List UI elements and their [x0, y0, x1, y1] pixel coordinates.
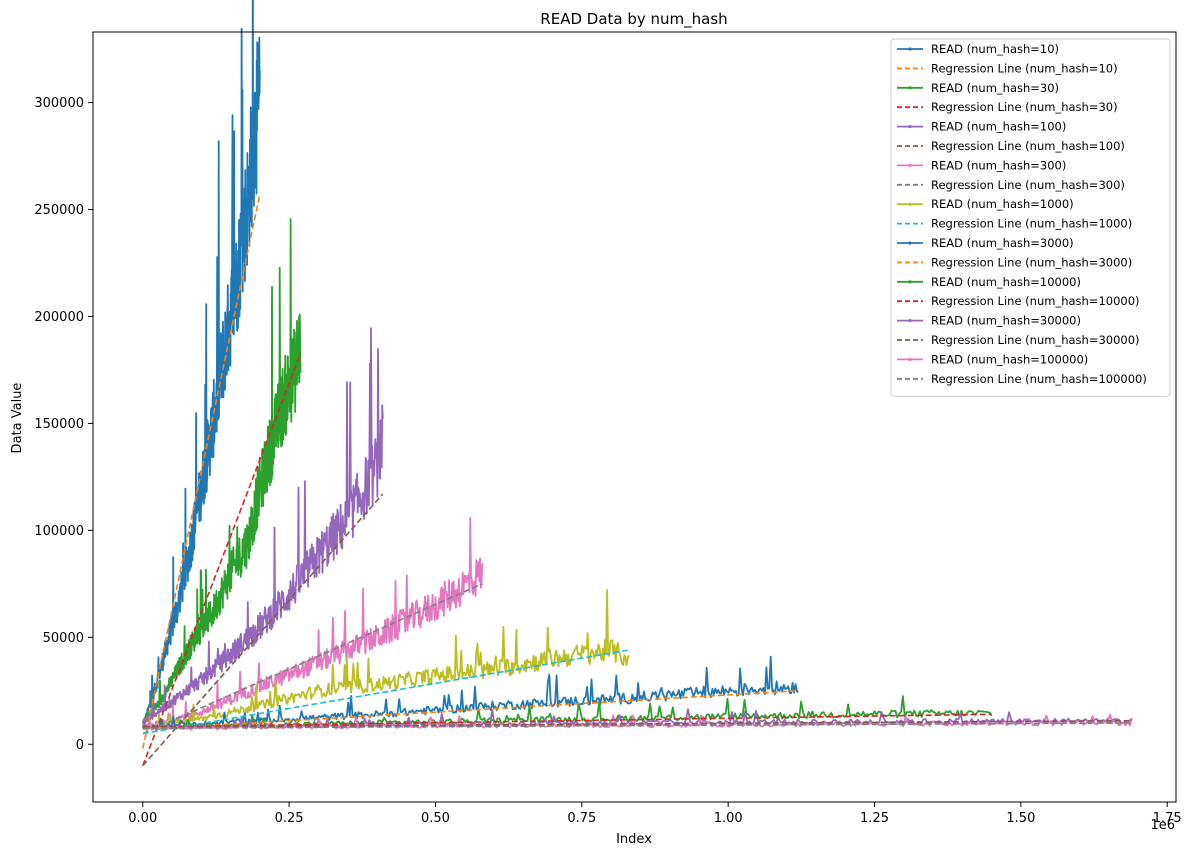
legend-label: READ (num_hash=30000)	[931, 314, 1081, 328]
x-tick-label: 1.25	[860, 811, 889, 826]
series-line-11	[142, 690, 799, 731]
series-line-15	[142, 719, 1133, 728]
y-tick-label: 250000	[34, 203, 84, 218]
legend-marker	[908, 86, 912, 90]
y-tick-label: 50000	[43, 631, 84, 646]
legend-marker	[908, 241, 912, 245]
y-tick-label: 0	[76, 738, 84, 753]
legend-label: Regression Line (num_hash=100)	[931, 139, 1125, 153]
legend-label: READ (num_hash=100)	[931, 120, 1066, 134]
legend-label: READ (num_hash=100000)	[931, 352, 1088, 366]
series-line-17	[142, 722, 1133, 730]
legend-marker	[908, 163, 912, 167]
x-tick-label: 0.00	[128, 811, 157, 826]
y-tick-label: 100000	[34, 524, 84, 539]
legend-label: Regression Line (num_hash=3000)	[931, 255, 1132, 269]
legend-label: READ (num_hash=10)	[931, 42, 1059, 56]
series-layer	[141, 0, 1133, 767]
legend: READ (num_hash=10) Regression Line (num_h…	[890, 38, 1171, 397]
series-line-9	[142, 649, 629, 735]
legend-label: Regression Line (num_hash=10)	[931, 61, 1118, 75]
legend-marker	[908, 202, 912, 206]
plot-frame	[92, 31, 1177, 803]
y-tick-label: 150000	[34, 417, 84, 432]
x-tick-label: 0.25	[275, 811, 304, 826]
series-line-3	[142, 352, 302, 766]
series-line-0	[141, 0, 261, 728]
y-tick-label: 200000	[34, 310, 84, 325]
legend-label: READ (num_hash=3000)	[931, 236, 1074, 250]
series-line-1	[142, 194, 261, 749]
y-axis-title: Data Value	[10, 383, 25, 454]
series-line-2	[141, 217, 302, 724]
series-line-13	[142, 713, 992, 728]
legend-marker	[908, 319, 912, 323]
legend-marker	[908, 125, 912, 129]
legend-label: READ (num_hash=300)	[931, 158, 1066, 172]
x-tick-label: 0.75	[567, 811, 596, 826]
series-line-5	[142, 493, 384, 767]
legend-marker	[908, 280, 912, 284]
x-axis-offset-label: 1e6	[1150, 818, 1175, 833]
y-tick-label: 300000	[34, 96, 84, 111]
legend-label: READ (num_hash=30)	[931, 81, 1059, 95]
series-line-7	[142, 583, 483, 735]
x-tick-label: 1.00	[714, 811, 743, 826]
x-tick-label: 0.50	[421, 811, 450, 826]
legend-box	[890, 38, 1171, 397]
legend-label: READ (num_hash=10000)	[931, 275, 1081, 289]
x-axis-title: Index	[616, 832, 652, 847]
legend-marker	[908, 357, 912, 361]
legend-label: Regression Line (num_hash=10000)	[931, 294, 1140, 308]
series-line-6	[142, 517, 484, 728]
legend-label: Regression Line (num_hash=300)	[931, 178, 1125, 192]
series-line-4	[142, 327, 384, 724]
legend-label: Regression Line (num_hash=30)	[931, 100, 1118, 114]
x-tick-label: 1.75	[1153, 811, 1182, 826]
legend-label: READ (num_hash=1000)	[931, 197, 1074, 211]
x-tick-label: 1.50	[1006, 811, 1035, 826]
legend-label: Regression Line (num_hash=100000)	[931, 372, 1147, 386]
axes-layer: 0.00 0.25 0.50 0.75 1.00 1.25 1.50 1.75 0 50000 10…	[34, 31, 1182, 826]
chart-title: READ Data by num_hash	[540, 10, 727, 29]
legend-label: Regression Line (num_hash=30000)	[931, 333, 1140, 347]
legend-label: Regression Line (num_hash=1000)	[931, 217, 1132, 231]
legend-marker	[908, 47, 912, 51]
